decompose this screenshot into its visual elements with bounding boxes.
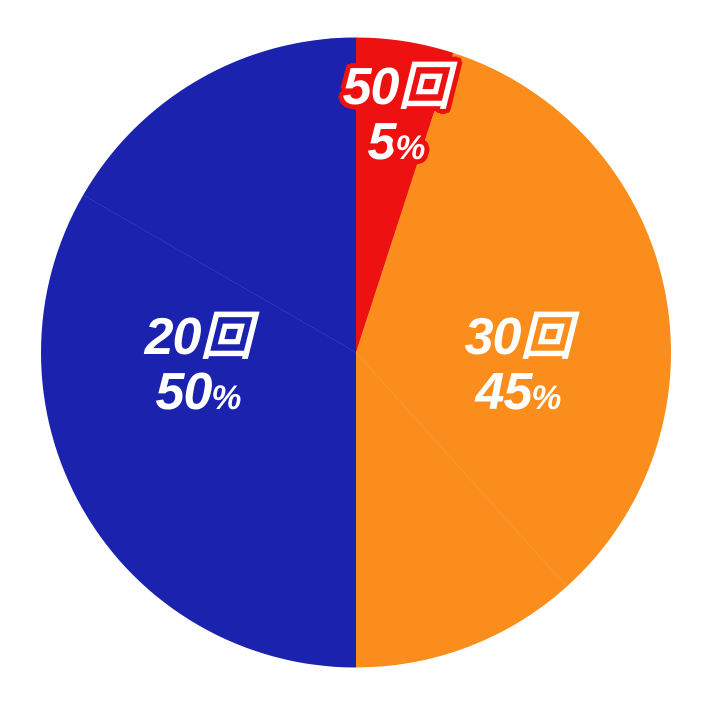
- slice-30-label-pct: 45%: [465, 365, 572, 420]
- slice-20-label-top: 20回: [145, 310, 252, 365]
- slice-20-label-pct: 50%: [145, 365, 252, 420]
- slice-20-label: 20回50%: [145, 310, 252, 419]
- slice-30-label: 30回45%: [465, 310, 572, 419]
- slice-50-label: 50回5%: [343, 60, 450, 169]
- slice-50-label-top: 50回: [343, 60, 450, 115]
- slice-50-label-pct: 5%: [343, 115, 450, 170]
- slice-30-label-top: 30回: [465, 310, 572, 365]
